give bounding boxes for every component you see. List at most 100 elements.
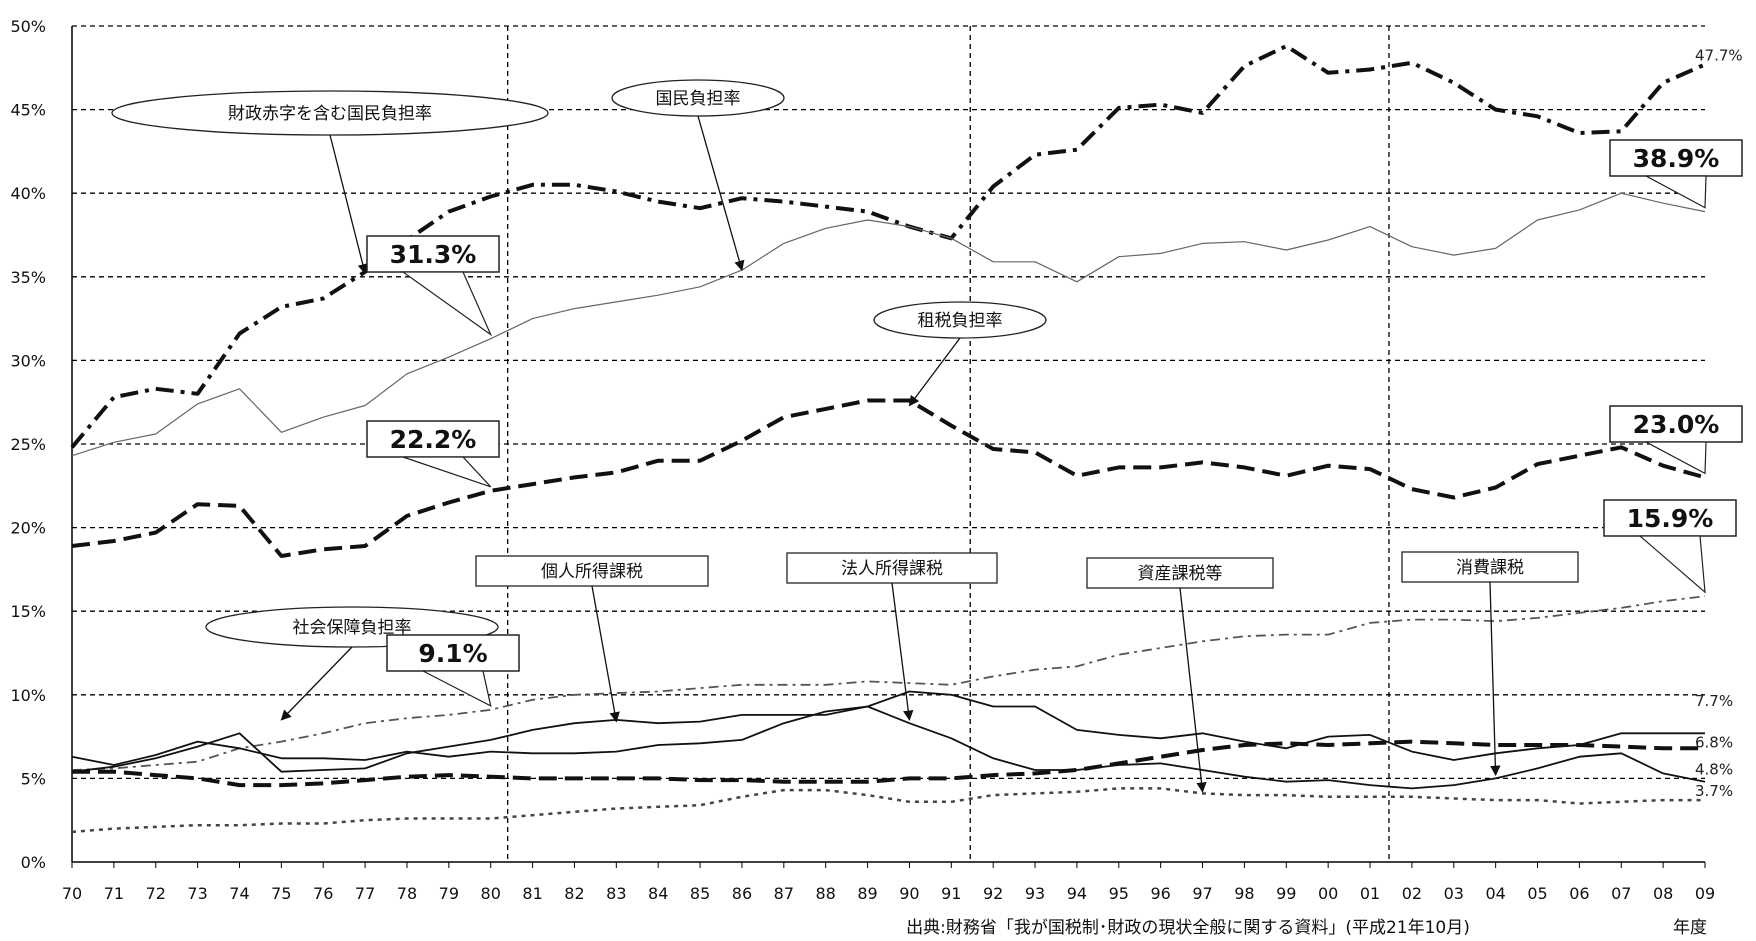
x-tick-label: 85 (690, 884, 710, 903)
callout-pointer (401, 271, 493, 337)
series-line-7 (72, 739, 1705, 788)
x-tick-label: 75 (271, 884, 291, 903)
callout-value: 23.0% (1633, 410, 1720, 439)
x-tick-label: 09 (1695, 884, 1715, 903)
x-tick-label: 83 (606, 884, 626, 903)
x-tick-label: 95 (1109, 884, 1129, 903)
callout-value: 22.2% (390, 425, 477, 454)
x-axis-label: 年度 (1673, 918, 1707, 938)
x-tick-label: 98 (1234, 884, 1254, 903)
x-tick-label: 93 (1025, 884, 1045, 903)
series-name-arrow (908, 337, 961, 407)
series-layer (70, 44, 1706, 834)
callout-value: 15.9% (1627, 504, 1714, 533)
x-tick-label: 87 (774, 884, 794, 903)
x-tick-label: 05 (1527, 884, 1547, 903)
callout-box (366, 420, 500, 458)
series-name-arrow (697, 115, 745, 272)
series-name-box (475, 555, 709, 587)
x-tick-label: 89 (857, 884, 877, 903)
series-name-arrow (891, 582, 914, 721)
y-tick-label: 5% (21, 769, 46, 788)
x-tick-label: 86 (732, 884, 752, 903)
source-note: 出典:財務省「我が国税制･財政の現状全般に関する資料」(平成21年10月) (906, 918, 1470, 938)
callout-pointer (402, 456, 492, 488)
x-tick-label: 79 (439, 884, 459, 903)
series-name-box (786, 552, 998, 584)
series-line-6 (71, 705, 1706, 790)
y-tick-label: 50% (10, 17, 46, 36)
series-name-label: 法人所得課税 (841, 559, 943, 579)
series-name-label: 社会保障負担率 (293, 618, 412, 638)
series-name-box (1086, 557, 1274, 589)
series-name-arrow (280, 646, 353, 721)
series-name-arrow (1489, 581, 1501, 777)
y-tick-label: 25% (10, 435, 46, 454)
series-name-label: 租税負担率 (918, 311, 1003, 331)
x-tick-label: 71 (104, 884, 124, 903)
callout-pointer (1645, 175, 1707, 209)
x-tick-label: 00 (1318, 884, 1338, 903)
x-tick-label: 07 (1611, 884, 1631, 903)
x-tick-label: 70 (62, 884, 82, 903)
series-line-5 (71, 690, 1705, 773)
series-line-2 (71, 192, 1706, 457)
x-tick-label: 73 (187, 884, 207, 903)
y-tick-label: 30% (10, 351, 46, 370)
callout-pointer (1645, 441, 1707, 475)
end-value-label: 47.7% (1695, 46, 1743, 64)
end-value-label: 7.7% (1695, 692, 1733, 710)
series-line-3 (71, 398, 1706, 558)
x-tick-label: 88 (816, 884, 836, 903)
callout-pointer (1638, 535, 1706, 594)
y-tick-label: 35% (10, 268, 46, 287)
series-name-arrow (1179, 587, 1207, 793)
series-line-4 (71, 595, 1706, 771)
callout-value: 38.9% (1633, 144, 1720, 173)
x-tick-label: 01 (1360, 884, 1380, 903)
y-tick-label: 40% (10, 184, 46, 203)
x-tick-label: 76 (313, 884, 333, 903)
x-tick-label: 90 (899, 884, 919, 903)
grid-layer (72, 25, 1705, 862)
callout-box (386, 634, 520, 672)
x-tick-label: 96 (1150, 884, 1170, 903)
x-tick-label: 82 (564, 884, 584, 903)
y-tick-label: 10% (10, 686, 46, 705)
end-value-label: 4.8% (1695, 760, 1733, 778)
y-tick-label: 15% (10, 602, 46, 621)
x-tick-label: 81 (522, 884, 542, 903)
series-name-label: 個人所得課税 (541, 562, 643, 582)
x-tick-label: 94 (1067, 884, 1087, 903)
x-tick-label: 84 (648, 884, 668, 903)
series-name-label: 消費課税 (1456, 558, 1524, 578)
x-tick-label: 91 (941, 884, 961, 903)
callout-pointer (422, 670, 492, 707)
x-tick-label: 72 (146, 884, 166, 903)
x-tick-label: 03 (1444, 884, 1464, 903)
callout-box (1609, 139, 1743, 177)
callout-box (1603, 499, 1737, 537)
annotation-layer: 47.7% 7.7% 6.8% 4.8% 3.7% 財政赤字を含む国民負担率 国民負担率租税… (111, 46, 1743, 800)
series-name-arrow (329, 134, 368, 275)
callout-value: 9.1% (418, 639, 487, 668)
series-name-label: 財政赤字を含む国民負担率 (228, 104, 432, 124)
x-tick-label: 04 (1485, 884, 1505, 903)
series-name-arrow (591, 585, 620, 723)
series-name-box (1401, 551, 1579, 583)
end-value-label: 3.7% (1695, 782, 1733, 800)
x-tick-label: 06 (1569, 884, 1589, 903)
x-tick-label: 78 (397, 884, 417, 903)
callout-value: 31.3% (390, 240, 477, 269)
x-tick-label: 02 (1402, 884, 1422, 903)
x-tick-label: 99 (1276, 884, 1296, 903)
series-name-label: 資産課税等 (1138, 564, 1223, 584)
x-tick-label: 80 (481, 884, 501, 903)
x-tick-label: 74 (229, 884, 249, 903)
x-tick-label: 08 (1653, 884, 1673, 903)
x-tick-label: 97 (1192, 884, 1212, 903)
series-name-label: 国民負担率 (656, 89, 741, 109)
x-tick-label: 77 (355, 884, 375, 903)
y-tick-label: 20% (10, 519, 46, 538)
